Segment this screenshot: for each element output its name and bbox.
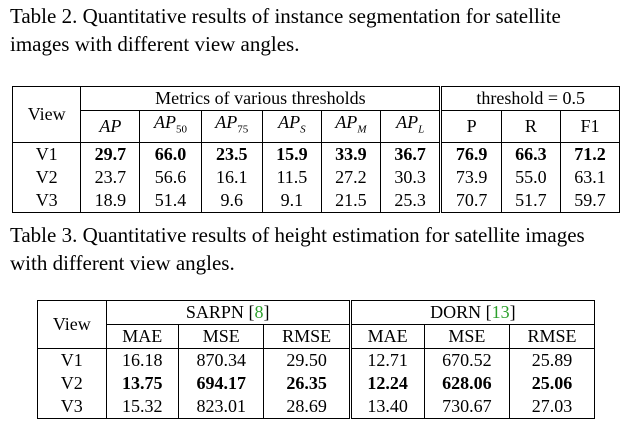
t2-cell: 71.2 [559, 142, 620, 166]
table-row: V2 23.7 56.6 16.1 11.5 27.2 30.3 73.9 55.0 63.1 [13, 165, 620, 189]
t2-threshold-header: P [439, 110, 502, 143]
t2-view-header: View [27, 103, 66, 124]
t2-cell: 51.7 [500, 188, 561, 213]
t3-cell: 870.34 [177, 348, 264, 372]
t2-metric-sub: M [357, 123, 367, 136]
t2-cell: 33.9 [320, 142, 381, 166]
t2-row-view: V2 [35, 166, 58, 187]
t3-cell: 12.71 [348, 348, 425, 372]
t2-cell: 70.7 [439, 188, 502, 213]
t2-metric-header: AP [80, 110, 140, 143]
t3-cell: 29.50 [263, 348, 351, 372]
table-row: V1 29.7 66.0 23.5 15.9 33.9 36.7 76.9 66.3 71.2 [12, 142, 620, 166]
t3-view-header: View [52, 314, 91, 334]
t2-metric-base: AP [396, 112, 419, 132]
t2-cell: 11.5 [261, 165, 322, 189]
t2-metric-sub: 50 [176, 123, 188, 136]
t3-col-header: MAE [105, 324, 179, 349]
table-row: V2 13.75 694.17 26.35 12.24 628.06 25.06 [38, 372, 595, 395]
t3-cell: 823.01 [177, 395, 264, 419]
t3-cell: 730.67 [423, 395, 510, 419]
t3-cell: 28.69 [263, 395, 351, 419]
t3-col-header: MSE [423, 324, 510, 349]
table-row: V3 18.9 51.4 9.6 9.1 21.5 25.3 70.7 51.7 59.7 [13, 188, 620, 213]
t2-cell: 66.3 [500, 142, 561, 166]
t2-metric-header: APM [320, 110, 381, 143]
t3-cell: 670.52 [423, 348, 510, 372]
t3-col-header: MAE [348, 324, 425, 349]
t2-metric-sub: S [300, 123, 306, 136]
t2-metric-header: APS [261, 110, 322, 143]
t2-cell: 63.1 [559, 165, 620, 189]
t3-row-view: V1 [60, 350, 83, 370]
t3-sarpn-citation[interactable]: 8 [254, 302, 264, 322]
t3-cell: 15.32 [105, 395, 179, 419]
t2-cell: 56.6 [139, 165, 202, 189]
t2-group-threshold: threshold = 0.5 [439, 86, 620, 111]
t2-cell: 76.9 [439, 142, 502, 166]
t2-metric-header: AP75 [200, 110, 263, 143]
t2-metric-sub: L [418, 123, 425, 136]
t2-metric-base: AP [154, 112, 177, 132]
t3-cell: 12.24 [348, 372, 425, 395]
t2-cell: 51.4 [139, 188, 202, 213]
t2-cell: 9.6 [200, 188, 263, 213]
t3-cell: 25.06 [509, 372, 595, 395]
t3-group-dorn: DORN [13] [348, 300, 595, 325]
t3-cell: 13.40 [348, 395, 425, 419]
t2-metric-header: APL [379, 110, 441, 143]
t2-cell: 25.3 [379, 188, 441, 213]
t3-row-view: V2 [60, 373, 83, 393]
table-row: V1 16.18 870.34 29.50 12.71 670.52 25.89 [37, 348, 595, 372]
t2-metric-base: AP [215, 112, 238, 132]
table3-height-estimation: View SARPN [8] DORN [13] MAE MSE RMSE MAE MS… [37, 300, 595, 419]
t3-row-view: V3 [60, 396, 83, 416]
table2-caption: Table 2. Quantitative results of instanc… [10, 4, 561, 56]
t3-cell: 16.18 [105, 348, 179, 372]
t2-group-metrics: Metrics of various thresholds [80, 86, 441, 111]
t2-row-view: V1 [35, 143, 58, 164]
t3-cell: 25.89 [509, 348, 595, 372]
t2-cell: 15.9 [261, 142, 322, 166]
t3-cell: 13.75 [105, 372, 179, 395]
t2-cell: 59.7 [559, 188, 620, 213]
t3-group-sarpn: SARPN [8] [105, 300, 351, 325]
t2-cell: 55.0 [500, 165, 561, 189]
t2-threshold-header: F1 [559, 110, 620, 143]
t3-sarpn-label: SARPN [185, 302, 244, 322]
t3-cell: 27.03 [509, 395, 595, 419]
t2-metric-base: AP [99, 115, 122, 136]
t2-metric-sub: 75 [237, 123, 249, 136]
t3-cell: 628.06 [423, 372, 510, 395]
t3-dorn-citation[interactable]: 13 [491, 302, 510, 322]
t3-dorn-label: DORN [430, 302, 482, 322]
t2-row-view: V3 [35, 189, 58, 210]
t2-metric-header: AP50 [139, 110, 202, 143]
t2-cell: 21.5 [320, 188, 381, 213]
t3-cell: 26.35 [263, 372, 351, 395]
t2-cell: 30.3 [379, 165, 441, 189]
t2-cell: 29.7 [80, 142, 140, 166]
t2-cell: 16.1 [200, 165, 263, 189]
t2-cell: 9.1 [261, 188, 322, 213]
table-row: V3 15.32 823.01 28.69 13.40 730.67 27.03 [38, 395, 595, 419]
t2-threshold-header: R [500, 110, 561, 143]
table2-instance-segmentation: View Metrics of various thresholds thres… [12, 86, 620, 213]
t2-metric-base: AP [278, 112, 301, 132]
t2-cell: 23.5 [200, 142, 263, 166]
t2-cell: 23.7 [80, 165, 140, 189]
t2-cell: 18.9 [80, 188, 140, 213]
table3-caption: Table 3. Quantitative results of height … [10, 223, 585, 275]
t3-cell: 694.17 [177, 372, 264, 395]
t2-cell: 66.0 [139, 142, 202, 166]
t3-col-header: RMSE [263, 324, 351, 349]
t3-col-header: MSE [177, 324, 264, 349]
t3-col-header: RMSE [509, 324, 595, 349]
t2-cell: 27.2 [320, 165, 381, 189]
t2-metric-base: AP [335, 112, 358, 132]
t2-cell: 73.9 [439, 165, 502, 189]
t2-cell: 36.7 [379, 142, 441, 166]
